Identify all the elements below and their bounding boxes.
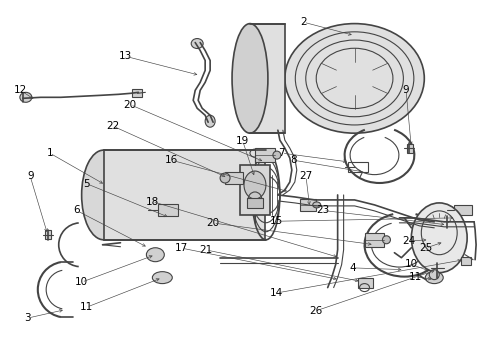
Bar: [247, 198, 263, 208]
Text: 7: 7: [278, 148, 285, 158]
Ellipse shape: [220, 173, 230, 183]
Bar: [225, 172, 243, 184]
Text: 22: 22: [107, 121, 120, 131]
Bar: [132, 89, 143, 97]
Text: 5: 5: [83, 179, 90, 189]
Text: 21: 21: [199, 245, 213, 255]
Ellipse shape: [152, 272, 172, 284]
Bar: [407, 144, 414, 153]
Ellipse shape: [439, 216, 455, 228]
Text: 18: 18: [146, 197, 159, 207]
Bar: [45, 230, 51, 239]
Text: 10: 10: [404, 259, 417, 269]
Bar: [454, 205, 472, 215]
Ellipse shape: [232, 24, 268, 133]
Text: 9: 9: [27, 171, 33, 181]
Bar: [358, 278, 372, 288]
Text: 9: 9: [403, 85, 409, 95]
Bar: [158, 204, 178, 216]
Text: 3: 3: [24, 313, 31, 323]
Text: 11: 11: [409, 272, 422, 282]
Ellipse shape: [412, 203, 467, 273]
Text: 15: 15: [270, 216, 283, 226]
Text: 20: 20: [207, 218, 220, 228]
Ellipse shape: [313, 202, 321, 208]
Ellipse shape: [285, 24, 424, 133]
Ellipse shape: [429, 270, 439, 280]
Ellipse shape: [191, 39, 203, 49]
Bar: [300, 199, 316, 211]
Text: 26: 26: [309, 306, 322, 316]
Text: 4: 4: [349, 263, 356, 273]
Text: 20: 20: [124, 100, 137, 110]
Text: 16: 16: [165, 155, 178, 165]
Bar: [240, 165, 270, 215]
Bar: [255, 148, 275, 162]
Ellipse shape: [273, 151, 281, 159]
Text: 12: 12: [14, 85, 27, 95]
Bar: [347, 162, 368, 172]
Bar: [250, 24, 285, 133]
Text: 8: 8: [291, 155, 297, 165]
Ellipse shape: [383, 236, 391, 244]
Text: 2: 2: [300, 17, 307, 27]
Text: 10: 10: [75, 277, 88, 287]
Ellipse shape: [147, 248, 164, 262]
Ellipse shape: [20, 92, 32, 102]
Text: 14: 14: [270, 288, 283, 298]
Ellipse shape: [425, 272, 443, 284]
Text: 25: 25: [419, 243, 432, 253]
Ellipse shape: [244, 171, 266, 199]
Bar: [365, 233, 385, 247]
Text: 19: 19: [236, 136, 249, 145]
Text: 23: 23: [317, 206, 330, 216]
Bar: [461, 257, 471, 265]
Text: 24: 24: [402, 236, 415, 246]
Bar: [103, 150, 265, 240]
Ellipse shape: [419, 247, 439, 263]
Text: 6: 6: [74, 206, 80, 216]
Text: 11: 11: [80, 302, 93, 312]
Text: 13: 13: [119, 51, 132, 61]
Text: 27: 27: [299, 171, 313, 181]
Ellipse shape: [82, 150, 125, 240]
Text: 1: 1: [47, 148, 53, 158]
Text: 17: 17: [175, 243, 188, 253]
Ellipse shape: [205, 115, 215, 127]
